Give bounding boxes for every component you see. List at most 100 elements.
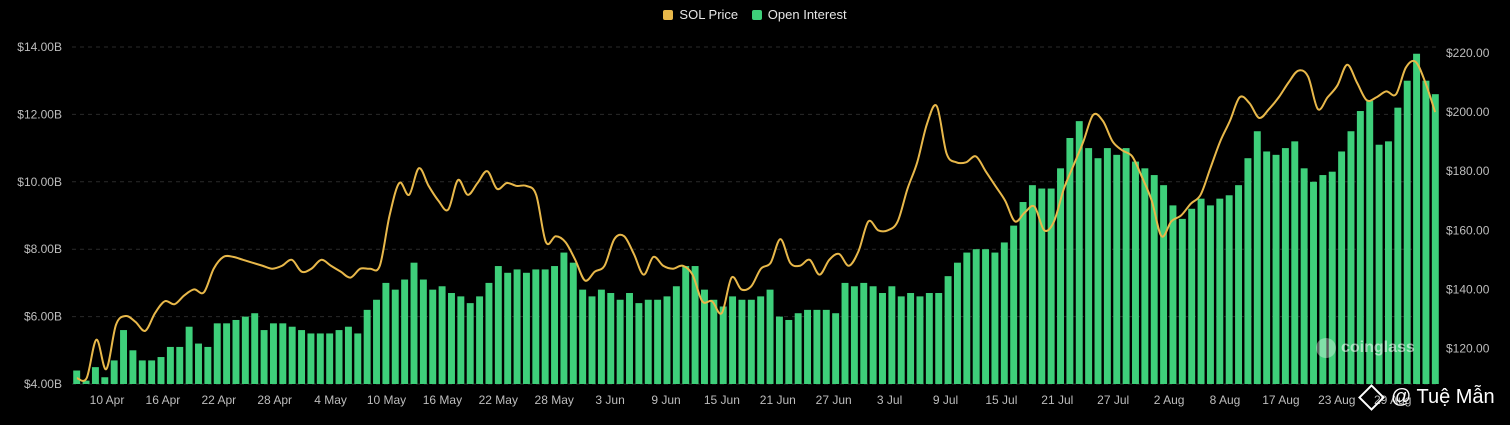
open-interest-bar (110, 360, 118, 384)
open-interest-bar (269, 323, 277, 384)
open-interest-bar (1403, 80, 1411, 384)
open-interest-bar (691, 266, 699, 384)
coinglass-watermark: coinglass (1316, 338, 1415, 358)
open-interest-bar (382, 282, 390, 384)
open-interest-bar (1375, 144, 1383, 384)
open-interest-bar (663, 296, 671, 384)
open-interest-bar (682, 266, 690, 384)
open-interest-bar (747, 299, 755, 384)
coinglass-logo-icon (1316, 338, 1336, 358)
open-interest-bar (1366, 100, 1374, 385)
legend-item-sol-price[interactable]: SOL Price (663, 7, 738, 22)
open-interest-bar (560, 252, 568, 384)
credit-text: @ Tuệ Mẫn (1391, 386, 1495, 408)
legend-swatch-sol-price (663, 9, 674, 20)
open-interest-bar (597, 289, 605, 384)
open-interest-bar (344, 326, 352, 384)
open-interest-bar (438, 286, 446, 384)
open-interest-bar (532, 269, 540, 384)
open-interest-bar (860, 282, 868, 384)
open-interest-bar (729, 296, 737, 384)
open-interest-bar (213, 323, 221, 384)
left-axis-tick-label: $10.00B (17, 175, 62, 189)
x-axis-tick-label: 4 May (314, 393, 347, 407)
left-axis-tick-label: $6.00B (24, 310, 62, 324)
open-interest-bar (1300, 168, 1308, 384)
open-interest-bar (476, 296, 484, 384)
open-interest-bar (279, 323, 287, 384)
open-interest-bar (1394, 107, 1402, 384)
open-interest-bar (1197, 198, 1205, 384)
author-credit: @ Tuệ Mẫn (1358, 384, 1495, 411)
open-interest-bar (963, 252, 971, 384)
left-axis-tick-label: $12.00B (17, 107, 62, 121)
open-interest-bar (1132, 161, 1139, 384)
x-axis-tick-label: 16 May (423, 393, 462, 407)
open-interest-bar (185, 326, 193, 384)
open-interest-bar (223, 323, 231, 384)
right-axis-tick-label: $120.00 (1446, 342, 1490, 356)
open-interest-bar (307, 333, 315, 384)
open-interest-bar (1328, 171, 1336, 384)
open-interest-bar (616, 299, 624, 384)
open-interest-bar (73, 370, 81, 384)
x-axis-tick-label: 21 Jul (1041, 393, 1073, 407)
open-interest-bar (775, 316, 783, 384)
open-interest-bar (569, 262, 577, 384)
open-interest-bar (354, 333, 362, 384)
open-interest-bar (138, 360, 146, 384)
right-axis-tick-label: $140.00 (1446, 282, 1490, 296)
open-interest-bar (1057, 168, 1064, 384)
open-interest-bar (1047, 188, 1055, 384)
legend-label-sol-price: SOL Price (679, 7, 739, 22)
open-interest-bar (373, 299, 380, 384)
open-interest-bar (1160, 185, 1168, 384)
x-axis-tick-label: 27 Jul (1097, 393, 1129, 407)
x-axis-tick-label: 10 Apr (90, 393, 125, 407)
open-interest-bar (607, 293, 615, 384)
open-interest-bar (195, 343, 202, 384)
open-interest-bar (1019, 202, 1027, 384)
open-interest-bar (1206, 205, 1214, 384)
open-interest-bar (1291, 141, 1299, 384)
open-interest-bar (1075, 121, 1083, 384)
open-interest-bar (1281, 148, 1289, 384)
open-interest-bar (785, 319, 793, 384)
open-interest-bar (335, 330, 343, 384)
open-interest-bar (419, 279, 427, 384)
open-interest-bar (869, 286, 877, 384)
open-interest-bar (204, 346, 212, 384)
open-interest-bar (888, 286, 896, 384)
open-interest-bar (298, 330, 306, 384)
open-interest-bar (251, 313, 259, 384)
open-interest-bar (897, 296, 905, 384)
open-interest-bar (822, 309, 830, 384)
open-interest-bar (832, 313, 840, 384)
open-interest-bar (1113, 154, 1121, 384)
open-interest-bar (944, 276, 952, 384)
open-interest-bar (522, 272, 530, 384)
open-interest-bar (635, 303, 643, 384)
open-interest-bar (1066, 137, 1074, 384)
open-interest-bar (925, 293, 933, 384)
legend-item-open-interest[interactable]: Open Interest (751, 7, 847, 22)
open-interest-bar (766, 289, 774, 384)
open-interest-bar (719, 306, 727, 384)
open-interest-bar (654, 299, 662, 384)
open-interest-bar (1235, 185, 1243, 384)
open-interest-bar (1384, 141, 1392, 384)
open-interest-bar (485, 282, 493, 384)
left-axis-tick-label: $14.00B (17, 40, 62, 54)
open-interest-bar (1038, 188, 1046, 384)
open-interest-bar (260, 330, 268, 384)
open-interest-bar (644, 299, 652, 384)
legend-swatch-open-interest (751, 9, 762, 20)
right-axis-tick-label: $160.00 (1446, 223, 1490, 237)
open-interest-bar (241, 316, 249, 384)
open-interest-bar (157, 357, 165, 384)
open-interest-bar (166, 346, 174, 384)
open-interest-bar (391, 289, 399, 384)
open-interest-bar (991, 252, 999, 384)
legend-label-open-interest: Open Interest (767, 7, 847, 22)
